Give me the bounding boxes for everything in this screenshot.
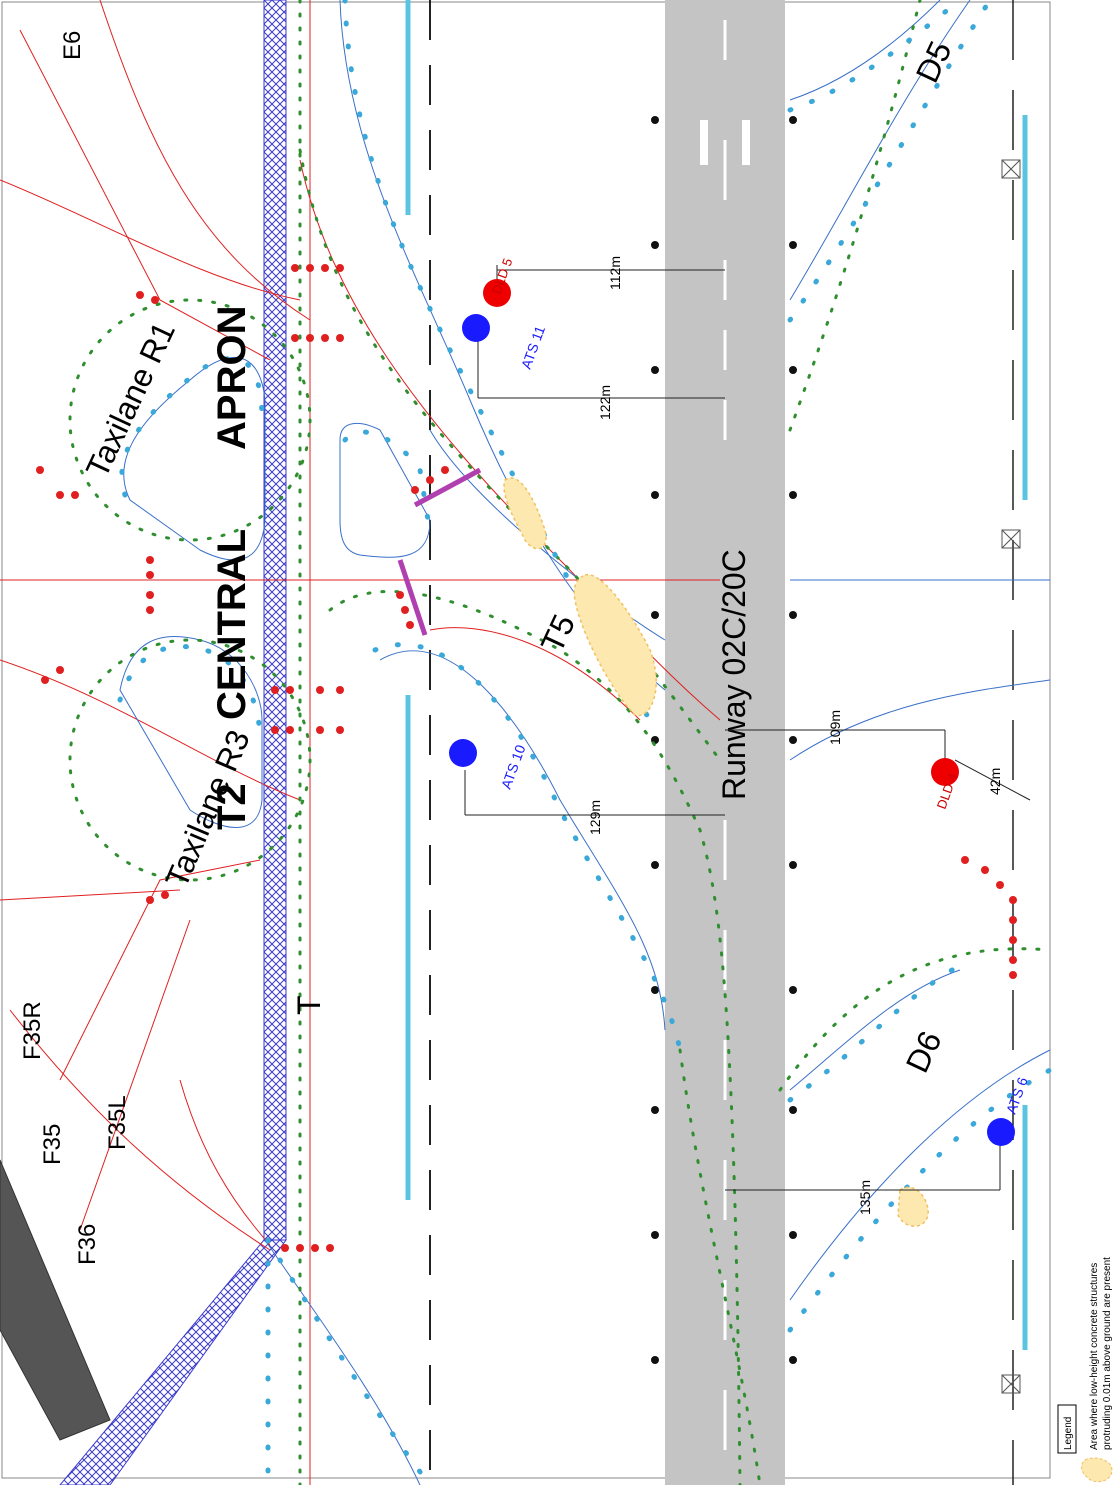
ats11-label: ATS 11 [518, 323, 548, 371]
legend-item-line2: protruding 0.01m above ground are presen… [1102, 1257, 1113, 1450]
apron-label-central: CENTRAL [210, 529, 254, 720]
runway-holding-bars [397, 467, 482, 636]
stand-f35r: F35R [19, 1001, 46, 1060]
dim-129m: 129m [587, 800, 603, 835]
dim-109m: 109m [827, 710, 843, 745]
apron-island-north [123, 356, 266, 561]
terminal-building [0, 1159, 111, 1441]
concrete-structure-pads [503, 477, 929, 1227]
dim-122m: 122m [597, 385, 613, 420]
apron-label-apron: APRON [210, 306, 254, 450]
taxilane-r1-label: Taxilane R1 [79, 316, 182, 483]
dim-112m: 112m [607, 256, 623, 290]
stand-f36: F36 [74, 1224, 101, 1265]
boundary-strip-diagonal [59, 1239, 287, 1485]
legend-title-box [1057, 1404, 1077, 1454]
dim-135m: 135m [857, 1180, 873, 1215]
stopbar-lights [36, 264, 1017, 1252]
ats10-label: ATS 10 [498, 742, 529, 791]
taxiway-t5-label: T5 [534, 609, 582, 658]
legend: Legend Area where low-height concrete st… [1057, 1257, 1113, 1483]
apron-label-t2: T2 [210, 783, 254, 830]
legend-title: Legend [1063, 1417, 1074, 1450]
ats6-point [987, 1118, 1015, 1146]
stand-guidance-lines [0, 0, 721, 1485]
legend-pad-swatch [1081, 1457, 1113, 1483]
boundary-strip [263, 0, 287, 1241]
apron-island-south [119, 636, 263, 828]
runway-touchdown-marks [700, 120, 750, 165]
ats10-point [449, 739, 477, 767]
dld5-point [483, 279, 511, 307]
apron-island-mid [339, 422, 431, 558]
stand-f35l: F35L [104, 1095, 131, 1150]
taxiway-d5-label: D5 [909, 36, 959, 88]
legend-item-line1: Area where low-height concrete structure… [1089, 1263, 1100, 1450]
runway [665, 0, 785, 1485]
stand-f35: F35 [39, 1124, 66, 1165]
dld5-label: DLD 5 [489, 256, 516, 296]
ats11-point [462, 314, 490, 342]
light-blue-bars [405, 0, 1028, 1350]
taxiway-d6-label: D6 [899, 1026, 949, 1078]
service-road-boxes [1001, 159, 1021, 1394]
dimension-lines [464, 265, 1031, 1191]
taxiway-edge-lights [117, 0, 1053, 1485]
stand-e6: E6 [59, 31, 86, 60]
dld4-point [931, 758, 959, 786]
taxiway-edges [264, 0, 1051, 1485]
dim-42m: 42m [987, 768, 1003, 795]
runway-label: Runway 02C/20C [716, 549, 752, 800]
map-frame [1, 1, 1051, 1479]
marker-t: T [291, 995, 327, 1015]
